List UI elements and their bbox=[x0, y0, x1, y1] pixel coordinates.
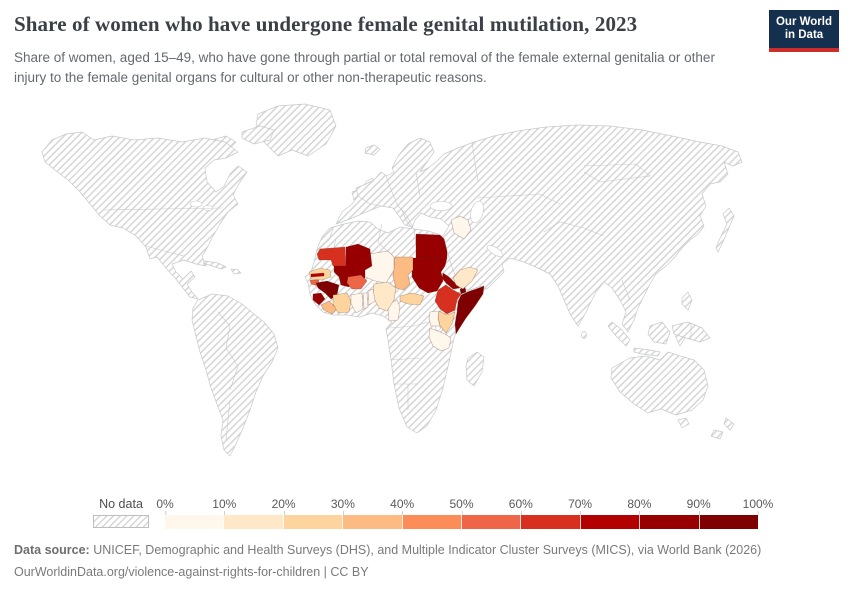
legend-bucket-20%-30%[interactable] bbox=[283, 515, 344, 529]
country-burkina-faso[interactable] bbox=[346, 274, 368, 290]
world-map[interactable] bbox=[0, 100, 850, 490]
legend-bucket-70%-80%[interactable] bbox=[580, 515, 641, 529]
country-uganda[interactable] bbox=[428, 310, 441, 327]
country-somalia[interactable] bbox=[454, 285, 485, 335]
data-source-text: UNICEF, Demographic and Health Surveys (… bbox=[89, 543, 762, 557]
legend-tick-100%: 100% bbox=[742, 497, 774, 515]
caspian-sea bbox=[470, 200, 484, 224]
owid-logo[interactable]: Our World in Data bbox=[769, 10, 839, 52]
country-liberia[interactable] bbox=[320, 300, 338, 315]
country-tanzania[interactable] bbox=[428, 327, 452, 352]
landmass-sumatra bbox=[607, 321, 631, 347]
legend-bucket-60%-70%[interactable] bbox=[521, 515, 581, 529]
owid-logo-line1: Our World bbox=[775, 16, 832, 28]
country-cameroon[interactable] bbox=[387, 299, 401, 322]
country-yemen[interactable] bbox=[452, 266, 479, 290]
landmass-java bbox=[633, 347, 661, 357]
legend-tick-30%: 30% bbox=[330, 497, 355, 515]
landmass-eurasia[interactable] bbox=[335, 124, 743, 333]
legend-tick-60%: 60% bbox=[508, 497, 533, 515]
legend-tick-40%: 40% bbox=[390, 497, 415, 515]
legend-bucket-30%-40%[interactable] bbox=[343, 515, 403, 529]
country-kenya[interactable] bbox=[437, 310, 456, 334]
country-gambia[interactable] bbox=[310, 272, 325, 278]
country-cote-divoire[interactable] bbox=[332, 292, 352, 314]
legend-tick-labels: 0% 10% 20% 30% 40% 50% 60% 70% 80% 90% 100% bbox=[156, 497, 773, 515]
legend-bucket-50%-60%[interactable] bbox=[462, 515, 522, 529]
legend-tick-70%: 70% bbox=[568, 497, 593, 515]
page-title: Share of women who have undergone female… bbox=[14, 12, 638, 36]
country-central-african-republic[interactable] bbox=[399, 292, 425, 306]
country-egypt[interactable] bbox=[415, 233, 448, 259]
landmass-hispaniola bbox=[230, 268, 242, 275]
legend-bucket-0%-10%[interactable] bbox=[165, 515, 225, 529]
landmass-borneo bbox=[647, 321, 671, 345]
country-benin[interactable] bbox=[367, 288, 376, 306]
legend-tick-80%: 80% bbox=[627, 497, 652, 515]
legend-color-scale: 0% 10% 20% 30% 40% 50% 60% 70% 80% 90% 100% bbox=[156, 497, 773, 533]
legend-tick-10%: 10% bbox=[212, 497, 237, 515]
landmass-sri-lanka bbox=[581, 331, 587, 339]
landmass-cuba bbox=[202, 260, 227, 270]
landmass-australia[interactable] bbox=[610, 351, 709, 416]
country-chad[interactable] bbox=[392, 256, 414, 291]
landmass-tasmania bbox=[677, 417, 690, 429]
country-iraq[interactable] bbox=[450, 215, 472, 240]
persian-gulf bbox=[486, 245, 504, 257]
chart-subtitle: Share of women, aged 15–49, who have gon… bbox=[14, 50, 715, 85]
legend-no-data-label: No data bbox=[99, 497, 143, 511]
country-ethiopia[interactable] bbox=[434, 284, 462, 315]
country-togo[interactable] bbox=[362, 292, 369, 310]
legend-bucket-10%-20%[interactable] bbox=[224, 515, 284, 529]
landmass-japan bbox=[715, 207, 735, 253]
owid-logo-line2: in Data bbox=[784, 29, 824, 41]
landmass-north-america[interactable] bbox=[41, 131, 248, 300]
legend-bucket-40%-50%[interactable] bbox=[402, 515, 463, 529]
data-source-line: Data source: UNICEF, Demographic and Hea… bbox=[14, 540, 761, 562]
landmass-iceland bbox=[364, 144, 381, 156]
country-ghana[interactable] bbox=[350, 292, 364, 314]
country-sudan[interactable] bbox=[411, 257, 448, 294]
legend-tick-20%: 20% bbox=[271, 497, 296, 515]
legend-bucket-80%-90%[interactable] bbox=[640, 515, 700, 529]
landmass-philippines bbox=[681, 291, 693, 311]
legend-no-data: No data bbox=[93, 497, 149, 528]
landmass-new-zealand-north bbox=[723, 417, 735, 431]
country-sierra-leone[interactable] bbox=[312, 292, 326, 306]
legend-tick-0%: 0% bbox=[156, 497, 174, 515]
great-lakes bbox=[189, 200, 203, 208]
country-mauritania[interactable] bbox=[316, 246, 347, 267]
landmass-arctic-islands bbox=[241, 125, 275, 145]
data-source-label: Data source: bbox=[14, 543, 90, 557]
chart-footer: Data source: UNICEF, Demographic and Hea… bbox=[14, 540, 761, 583]
landmass-madagascar bbox=[465, 351, 485, 387]
landmass-new-zealand-south bbox=[710, 429, 724, 440]
country-eritrea[interactable] bbox=[441, 272, 461, 290]
world-map-svg[interactable] bbox=[0, 100, 850, 490]
legend-tick-50%: 50% bbox=[449, 497, 474, 515]
legend-swatches bbox=[165, 515, 759, 529]
legend-tick-90%: 90% bbox=[686, 497, 711, 515]
no-data-borders bbox=[103, 141, 692, 441]
black-sea bbox=[429, 201, 453, 211]
no-data-swatch[interactable] bbox=[93, 515, 149, 528]
map-legend: No data 0% 10% 20% 30% 40% 50% 60% 70% 80% 90% 100… bbox=[0, 497, 850, 533]
legend-bucket-90%-100%[interactable] bbox=[699, 515, 759, 529]
citation-line[interactable]: OurWorldinData.org/violence-against-righ… bbox=[14, 564, 369, 579]
